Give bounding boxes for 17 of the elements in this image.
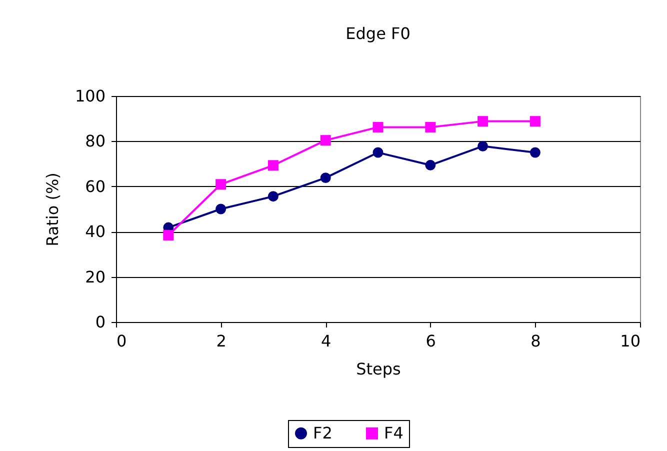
x-tick-label: 4 <box>321 332 332 350</box>
x-tick-label: 6 <box>426 332 436 350</box>
x-tick-label: 8 <box>530 332 541 350</box>
legend-label: F2 <box>313 423 332 442</box>
y-tick-label: 80 <box>85 132 106 151</box>
x-tick-label: 0 <box>116 332 127 350</box>
x-tick-label: 2 <box>216 332 226 350</box>
y-tick-label: 100 <box>74 86 106 106</box>
legend-label: F4 <box>384 423 404 442</box>
y-tick-label: 20 <box>85 267 106 286</box>
y-tick-label: 60 <box>85 176 106 196</box>
x-tick-label: 10 <box>620 332 640 350</box>
x-axis-title: Steps <box>356 360 401 378</box>
y-tick-label: 0 <box>95 312 106 332</box>
chart-title: Edge F0 <box>346 24 410 43</box>
y-axis-title: Ratio (%) <box>42 172 62 246</box>
y-tick-label: 40 <box>85 222 106 242</box>
